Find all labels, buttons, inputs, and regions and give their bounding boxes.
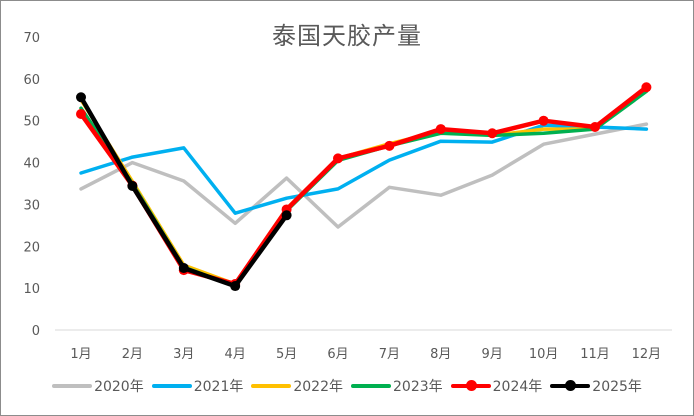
legend-label: 2020年 (94, 379, 144, 395)
data-point-marker[interactable] (538, 115, 549, 126)
x-tick-label: 1月 (70, 347, 91, 362)
data-point-marker[interactable] (127, 181, 138, 192)
series-line (79, 123, 649, 215)
x-tick-label: 11月 (580, 347, 610, 362)
series-line (78, 95, 289, 289)
series-line (79, 122, 649, 229)
series-line (78, 84, 649, 287)
series-2022年 (79, 87, 649, 286)
series-2020年 (79, 122, 649, 229)
y-tick-label: 10 (23, 282, 40, 297)
y-tick-label: 60 (23, 73, 40, 88)
data-point-marker[interactable] (384, 140, 395, 151)
x-tick-label: 12月 (632, 347, 662, 362)
series-2021年 (79, 123, 649, 215)
data-point-marker[interactable] (178, 263, 189, 274)
x-tick-label: 6月 (327, 347, 348, 362)
y-tick-label: 50 (23, 115, 40, 130)
x-tick-label: 10月 (529, 347, 559, 362)
data-point-marker[interactable] (641, 82, 652, 93)
data-point-marker[interactable] (76, 92, 86, 103)
x-tick-label: 3月 (173, 347, 194, 362)
x-tick-label: 8月 (430, 347, 451, 362)
series-2024年 (76, 82, 652, 289)
chart-title: 泰国天胶产量 (272, 22, 422, 50)
legend-item[interactable]: 2024年 (450, 376, 543, 396)
legend-marker-icon (465, 380, 477, 391)
series-line (79, 89, 649, 288)
data-point-marker[interactable] (76, 109, 86, 120)
legend-swatch-icon (550, 380, 591, 391)
legend-label: 2023年 (393, 379, 443, 395)
y-tick-label: 0 (32, 324, 40, 339)
x-tick-label: 9月 (482, 347, 503, 362)
y-tick-label: 20 (23, 240, 40, 255)
legend-item[interactable]: 2021年 (151, 376, 244, 396)
data-point-marker[interactable] (230, 281, 241, 292)
data-point-marker[interactable] (333, 153, 343, 164)
y-tick-label: 30 (23, 198, 40, 213)
legend-label: 2024年 (492, 379, 543, 395)
legend-label: 2025年 (592, 379, 642, 395)
legend-item[interactable]: 2022年 (251, 376, 343, 396)
x-tick-label: 2月 (122, 347, 143, 362)
legend-marker-icon (565, 380, 577, 391)
chart-legend: 2020年 2021年 2022年 2023年 2024年 2025年 (0, 376, 694, 396)
y-tick-label: 40 (23, 157, 40, 172)
data-point-marker[interactable] (590, 121, 600, 132)
series-2023年 (79, 89, 649, 288)
legend-swatch-icon (450, 380, 491, 391)
legend-swatch-icon (52, 384, 93, 388)
legend-swatch-icon (251, 384, 292, 388)
series-2025年 (76, 92, 292, 292)
legend-item[interactable]: 2020年 (52, 376, 144, 396)
legend-label: 2022年 (293, 379, 343, 395)
legend-swatch-icon (351, 384, 391, 388)
legend-label: 2021年 (193, 379, 244, 395)
data-point-marker[interactable] (281, 210, 292, 221)
legend-swatch-icon (151, 384, 192, 388)
x-tick-label: 4月 (225, 347, 246, 362)
legend-item[interactable]: 2023年 (351, 376, 443, 396)
series-line (79, 87, 649, 286)
x-tick-label: 5月 (276, 347, 297, 362)
legend-item[interactable]: 2025年 (550, 376, 642, 396)
data-point-marker[interactable] (435, 124, 446, 135)
x-tick-label: 7月 (379, 347, 400, 362)
y-tick-label: 70 (23, 31, 40, 46)
data-point-marker[interactable] (487, 128, 498, 139)
